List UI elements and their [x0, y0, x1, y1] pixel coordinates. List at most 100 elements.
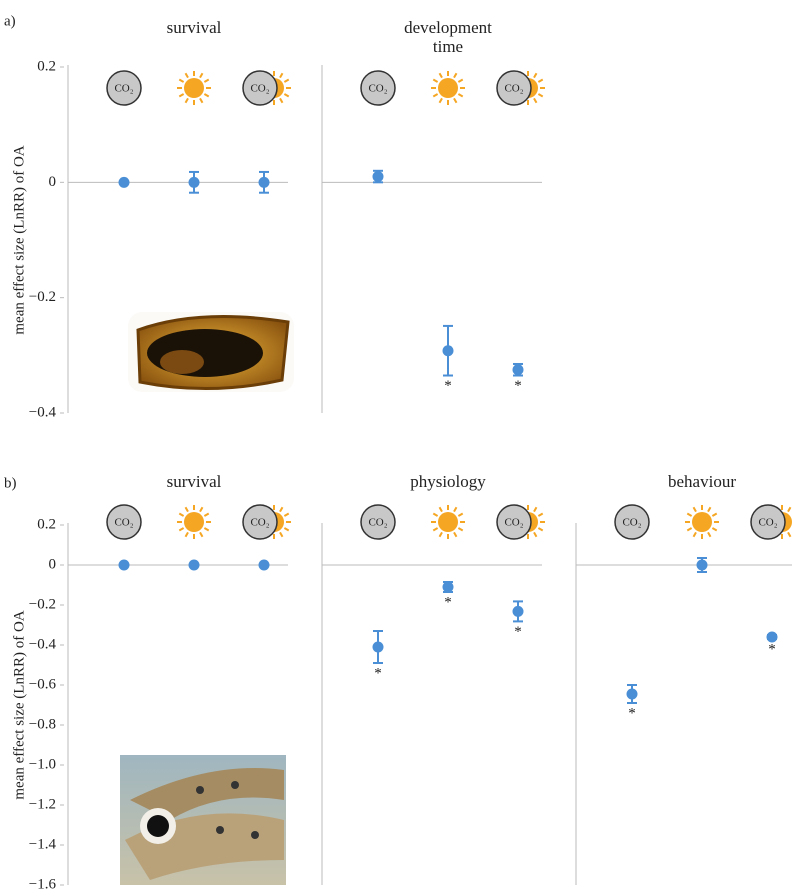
point — [373, 171, 384, 182]
sun-ray — [186, 73, 189, 77]
point — [259, 177, 270, 188]
point — [697, 560, 708, 571]
sun-ray — [280, 98, 283, 102]
point — [443, 345, 454, 356]
significance-marker: * — [628, 705, 636, 721]
y-tick-label: −1.2 — [29, 796, 56, 812]
y-tick-label: 0.2 — [37, 58, 56, 74]
panel-label: b) — [4, 475, 17, 491]
sun-ray — [534, 532, 537, 536]
subplot-title: behaviour — [632, 472, 772, 491]
sun-disc — [184, 512, 204, 532]
sun-ray — [200, 98, 203, 102]
sun-icon — [177, 71, 211, 105]
egg-photo — [128, 312, 294, 392]
y-tick-label: −0.8 — [29, 716, 56, 732]
point — [513, 606, 524, 617]
sun-ray — [440, 73, 443, 77]
co2-label: CO₂ — [114, 517, 133, 529]
sun-ray — [284, 94, 288, 97]
y-tick-label: 0.2 — [37, 516, 56, 532]
point — [627, 689, 638, 700]
sun-ray — [458, 94, 462, 97]
point — [513, 364, 524, 375]
significance-marker: * — [768, 641, 776, 657]
sun-ray — [433, 80, 437, 83]
sun-ray — [454, 98, 457, 102]
sun-disc — [438, 78, 458, 98]
sun-ray — [788, 532, 791, 536]
panel-label: a) — [4, 13, 16, 29]
sun-ray — [454, 532, 457, 536]
y-tick-label: 0 — [49, 174, 57, 190]
sun-icon — [431, 71, 465, 105]
sun-ray — [200, 73, 203, 77]
co2-label: CO₂ — [368, 83, 387, 95]
sun-ray — [538, 514, 542, 517]
sun-ray — [788, 507, 791, 511]
sun-ray — [179, 80, 183, 83]
sun-ray — [433, 94, 437, 97]
sun-ray — [708, 532, 711, 536]
point — [443, 582, 454, 593]
sun-ray — [694, 532, 697, 536]
significance-marker: * — [444, 378, 452, 394]
sun-ray — [687, 528, 691, 531]
sun-ray — [538, 528, 542, 531]
co2-label: CO₂ — [114, 83, 133, 95]
y-tick-label: −0.2 — [29, 289, 56, 305]
sun-ray — [204, 80, 208, 83]
co2-label: CO₂ — [622, 517, 641, 529]
sun-ray — [538, 94, 542, 97]
sun-ray — [284, 80, 288, 83]
point — [259, 560, 270, 571]
significance-marker: * — [444, 594, 452, 610]
y-tick-label: 0 — [49, 556, 57, 572]
co2-label: CO₂ — [504, 83, 523, 95]
co2-label: CO₂ — [758, 517, 777, 529]
y-axis-label: mean effect size (LnRR) of OA — [11, 610, 27, 799]
subplot-title: physiology — [378, 472, 518, 491]
significance-marker: * — [514, 624, 522, 640]
y-tick-label: −0.4 — [29, 404, 57, 420]
significance-marker: * — [514, 378, 522, 394]
sun-ray — [284, 528, 288, 531]
subplot-title: survival — [124, 18, 264, 37]
sun-ray — [458, 80, 462, 83]
figure: a) mean effect size (LnRR) of OA 0.2 0 −0.2 −… — [0, 0, 792, 895]
sun-disc — [692, 512, 712, 532]
sun-disc — [184, 78, 204, 98]
point — [119, 560, 130, 571]
sun-ray — [179, 94, 183, 97]
subplot-title: development time — [403, 18, 493, 56]
point — [189, 560, 200, 571]
co2-label: CO₂ — [250, 83, 269, 95]
subplot-title: survival — [124, 472, 264, 491]
sun-ray — [280, 73, 283, 77]
y-tick-label: −1.0 — [29, 756, 56, 772]
sun-ray — [454, 73, 457, 77]
shark-photo — [120, 755, 286, 885]
sun-ray — [186, 532, 189, 536]
co2-label: CO₂ — [250, 517, 269, 529]
sun-disc — [438, 512, 458, 532]
sun-ray — [186, 98, 189, 102]
sun-ray — [280, 507, 283, 511]
sun-ray — [179, 528, 183, 531]
y-tick-label: −0.4 — [29, 636, 57, 652]
sun-ray — [538, 80, 542, 83]
sun-ray — [440, 532, 443, 536]
sun-ray — [284, 514, 288, 517]
sun-ray — [534, 98, 537, 102]
sun-ray — [204, 94, 208, 97]
sun-ray — [280, 532, 283, 536]
title-box: survival — [124, 18, 264, 62]
co2-label: CO₂ — [368, 517, 387, 529]
sun-ray — [534, 73, 537, 77]
title-box: development time — [378, 18, 518, 62]
point — [189, 177, 200, 188]
sun-ray — [712, 528, 716, 531]
y-axis-label: mean effect size (LnRR) of OA — [11, 145, 27, 334]
sun-ray — [440, 98, 443, 102]
co2-label: CO₂ — [504, 517, 523, 529]
